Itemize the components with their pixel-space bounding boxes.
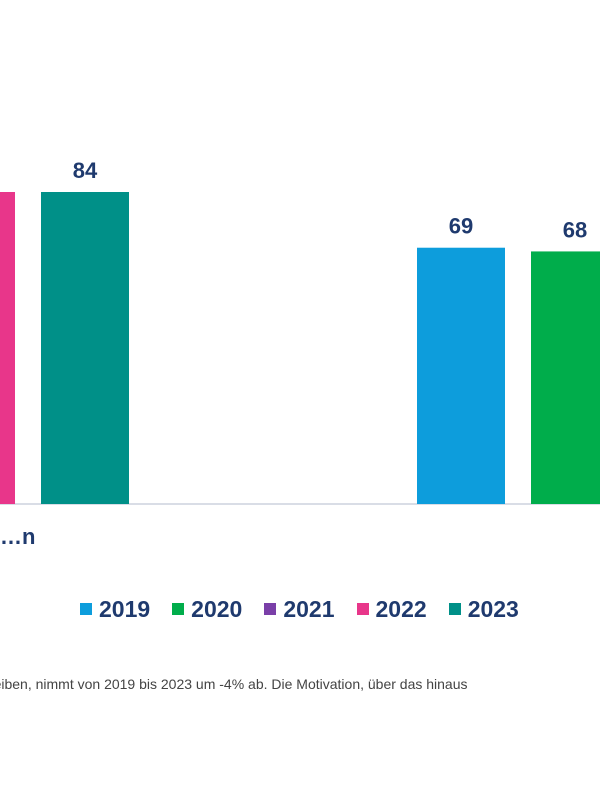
footnote-text: zu bleiben, nimmt von 2019 bis 2023 um -…: [0, 676, 468, 692]
legend-label-2023: 2023: [467, 595, 519, 622]
bar-chart: 84846968 …n: [0, 158, 600, 549]
bars-group: [0, 192, 600, 504]
value-label-2023-cat1: 84: [73, 158, 98, 183]
value-label-2020-cat2: 68: [563, 217, 587, 242]
legend-item-2019: 2019: [80, 596, 150, 623]
legend-item-2021: 2021: [264, 595, 335, 623]
legend-item-2020: 2020: [172, 596, 242, 623]
legend-label-2019: 2019: [99, 595, 151, 622]
legend-item-2023: 2023: [448, 595, 519, 623]
legend-swatch-2020: [172, 603, 185, 615]
category-label-1: …n: [0, 524, 35, 549]
footnote: zu bleiben, nimmt von 2019 bis 2023 um -…: [0, 676, 600, 692]
legend: 2019 2020 2021 2022 2023: [80, 594, 541, 624]
legend-swatch-2021: [264, 603, 277, 615]
legend-label-2021: 2021: [283, 595, 335, 622]
legend-item-2022: 2022: [356, 595, 427, 623]
bar-2020-cat2: [531, 251, 600, 504]
value-labels-group: 84846968: [73, 158, 587, 242]
legend-swatch-2023: [448, 603, 461, 615]
bar-2023-cat1: [41, 192, 129, 504]
bar-2019-cat2: [417, 247, 505, 504]
legend-swatch-2022: [356, 603, 369, 615]
legend-label-2022: 2022: [375, 595, 427, 622]
bar-2022-cat1: [0, 192, 15, 504]
value-label-2019-cat2: 69: [449, 214, 473, 239]
legend-label-2020: 2020: [191, 595, 243, 622]
legend-swatch-2019: [80, 603, 92, 615]
